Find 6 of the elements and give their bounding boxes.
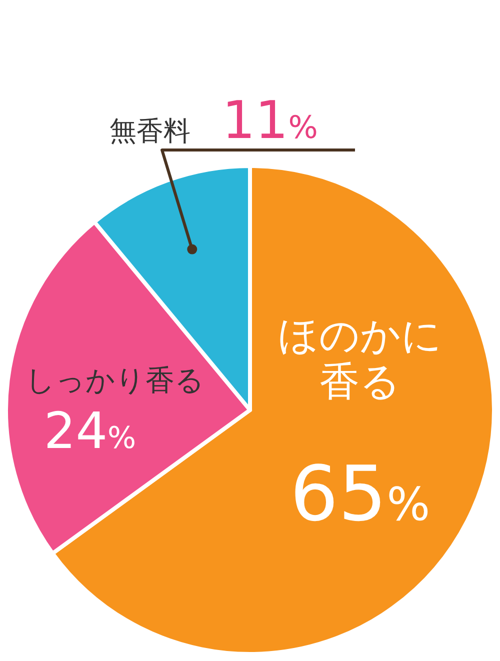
data-label: 11% [222,91,318,151]
data-label: 24% [44,402,136,460]
slice-label: 無香料 [110,116,190,147]
slice-label: しっかり香る [26,363,204,397]
slice-label: ほのかに香る [278,313,442,405]
data-label: 65% [290,449,430,538]
